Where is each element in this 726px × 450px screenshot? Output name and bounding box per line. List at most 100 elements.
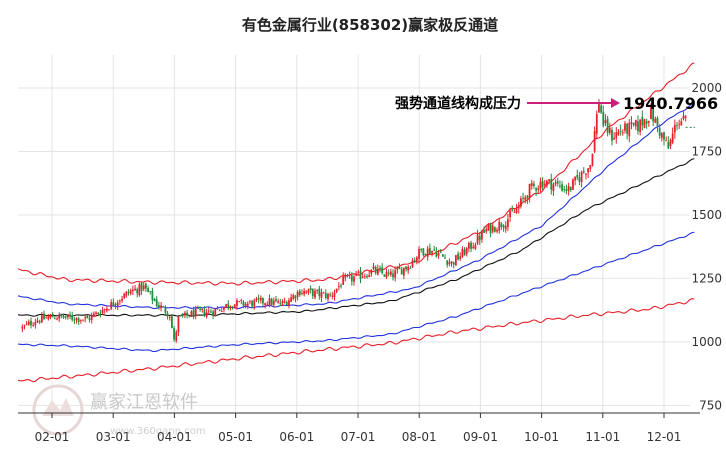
candle-body [418,249,420,259]
resistance-annotation: 强势通道线构成压力 1940.7966 [395,94,718,113]
candle-body [179,315,182,317]
candle-body [533,183,535,187]
candle-body [340,285,342,287]
candle-body [227,303,230,308]
candle-body [82,319,84,321]
candle-body [294,296,297,299]
candle-body [275,299,277,302]
band-lower-mid [17,231,695,353]
candle-body [181,314,184,317]
candle-body [366,276,368,278]
candle-body [51,313,54,318]
candle-body [361,277,364,278]
candle-body [381,267,384,273]
candle-body [192,309,195,317]
candle-body [385,271,388,278]
y-tick-label: 1250 [691,271,722,285]
candle-body [535,188,537,191]
candle-body [311,288,314,297]
candle-body [103,309,106,311]
candle-body [64,316,67,318]
candle-body [652,107,655,122]
candle-body [624,123,626,131]
candle-body [285,301,288,306]
candle-body [422,248,425,256]
candle-body [593,131,596,152]
candle-body [264,303,267,305]
candle-body [363,276,366,277]
x-tick-label: 03-01 [96,430,131,444]
candle-body [502,225,505,228]
candle-body [676,125,678,127]
candle-body [470,242,472,249]
candle-body [485,229,488,232]
band-lower-outer [17,298,695,383]
candle-body [498,221,501,231]
candle-body [344,275,347,278]
candle-body [561,184,564,191]
candle-body [509,210,511,218]
candle-body [552,184,555,192]
candle-body [188,316,191,318]
candle-body [99,313,102,315]
candle-body [684,116,687,118]
candle-body [43,313,45,319]
candle-body [409,267,412,269]
candle-body [589,164,592,169]
candle-body [480,230,483,240]
candle-body [277,301,280,303]
candle-body [262,297,264,304]
candle-body [595,114,598,134]
candle-body [166,313,169,317]
candle-body [305,291,308,293]
candle-body [97,312,100,314]
candle-body [32,324,35,326]
candle-body [116,302,119,306]
candle-body [199,308,201,310]
candle-body [307,289,310,293]
candle-body [439,251,442,253]
candle-body [249,301,251,303]
watermark-url: www.360gann.com [110,426,206,437]
candle-body [60,313,63,317]
candle-body [220,311,223,312]
candle-body [411,260,414,268]
x-tick-label: 04-01 [157,430,192,444]
candle-body [543,183,546,186]
candle-body [140,282,143,291]
candle-body [301,293,303,295]
candle-body [316,290,319,291]
candle-body [359,271,362,280]
candle-body [21,326,24,329]
candle-body [673,124,676,133]
candle-body [153,298,156,301]
candle-body [333,292,336,298]
candle-body [450,261,453,264]
candle-body [123,293,126,299]
x-tick-label: 02-01 [35,430,70,444]
candle-body [637,121,639,132]
candle-body [75,317,78,321]
candle-body [483,229,485,233]
candle-body [522,198,524,199]
candle-body [92,313,95,317]
candle-body [441,254,444,257]
candle-body [515,209,518,213]
candle-body [582,171,585,173]
candle-body [372,266,375,269]
y-tick-label: 750 [699,398,722,412]
candle-body [379,267,381,269]
candle-body [69,314,71,317]
candle-body [608,127,611,133]
candle-body [77,318,80,322]
candle-body [383,274,386,277]
candle-body [546,180,548,186]
candle-body [142,285,145,290]
candle-body [242,301,245,306]
band-center [17,158,695,317]
candle-body [138,284,141,296]
candle-body [487,224,490,231]
watermark-brand: 赢家江恩软件 [90,391,198,413]
candle-body [389,271,392,275]
candle-body [613,137,616,140]
